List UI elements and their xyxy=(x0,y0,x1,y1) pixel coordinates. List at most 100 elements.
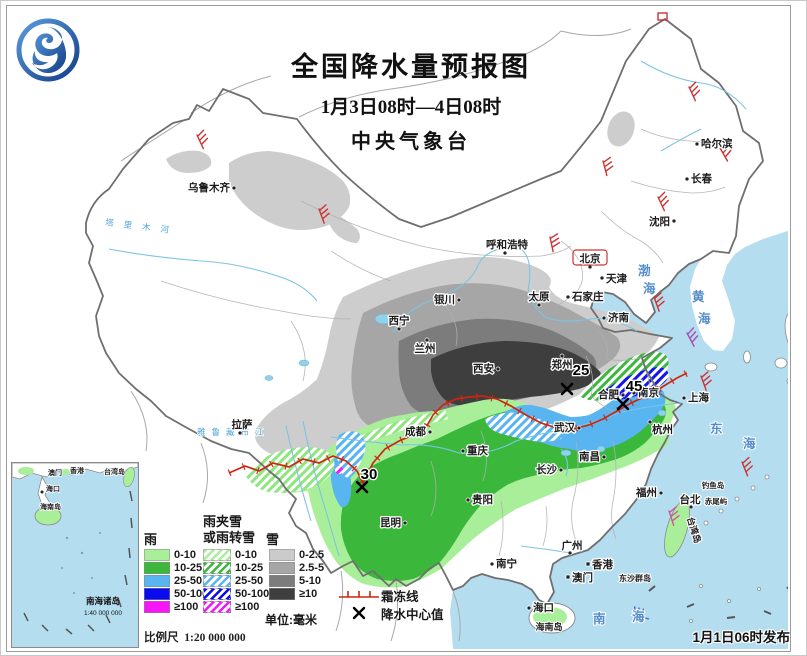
south-china-sea-inset: 澳门 香港 台湾岛 海口 海南岛 南海诸岛 1:40 000 000 xyxy=(11,462,139,648)
svg-text:雅鲁藏布江: 雅鲁藏布江 xyxy=(197,427,270,437)
sleet-legend-header-1: 雨夹雪 xyxy=(203,514,243,529)
svg-text:海南岛: 海南岛 xyxy=(535,621,562,632)
inset-scale: 1:40 000 000 xyxy=(84,610,122,617)
svg-text:郑州: 郑州 xyxy=(552,358,573,371)
legend-row: 25-50 xyxy=(203,575,263,587)
legend-row: 0-2.5 xyxy=(269,549,324,561)
swatch-sleet-2 xyxy=(203,562,231,574)
svg-text:钓鱼岛: 钓鱼岛 xyxy=(702,480,725,490)
agency-name: 中央气象台 xyxy=(351,131,471,153)
svg-text:成都: 成都 xyxy=(405,425,426,438)
svg-text:石家庄: 石家庄 xyxy=(571,290,604,303)
svg-text:乌鲁木齐: 乌鲁木齐 xyxy=(188,181,230,194)
svg-text:广州: 广州 xyxy=(562,539,583,552)
svg-text:哈尔滨: 哈尔滨 xyxy=(701,137,733,150)
foreign-borders xyxy=(120,28,632,642)
legend-row: 50-100 xyxy=(203,588,269,600)
swatch-sleet-4 xyxy=(203,588,231,600)
page-title: 全国降水量预报图 xyxy=(291,52,531,82)
forecast-period: 1月3日08时—4日08时 xyxy=(320,97,502,118)
release-time: 1月1日06时发布 xyxy=(692,630,790,645)
swatch-snow-2 xyxy=(269,562,295,574)
lakes xyxy=(264,313,667,457)
svg-text:兰州: 兰州 xyxy=(415,342,436,355)
svg-text:南京: 南京 xyxy=(638,386,659,399)
rain-legend-header: 雨 xyxy=(144,532,158,547)
svg-text:海: 海 xyxy=(698,311,711,326)
svg-text:拉萨: 拉萨 xyxy=(232,418,253,431)
svg-text:南宁: 南宁 xyxy=(496,557,517,570)
legend-row: ≥10 xyxy=(269,588,317,600)
precip-centers: 30 25 45 xyxy=(355,361,644,494)
svg-text:西安: 西安 xyxy=(473,362,494,375)
svg-text:海: 海 xyxy=(632,609,645,624)
svg-text:北京: 北京 xyxy=(580,252,601,265)
swatch-snow-1 xyxy=(269,549,295,561)
svg-text:济南: 济南 xyxy=(608,311,629,324)
unit-label: 单位:毫米 xyxy=(265,613,317,627)
beijing-box xyxy=(572,249,608,266)
frost-line xyxy=(227,369,689,491)
svg-text:海: 海 xyxy=(743,436,756,451)
svg-text:澳门: 澳门 xyxy=(48,468,62,477)
svg-text:海南岛: 海南岛 xyxy=(40,502,61,511)
cma-logo-icon xyxy=(16,18,80,82)
legend-row: 0-10 xyxy=(144,549,196,561)
legend-row: ≥100 xyxy=(144,601,198,613)
sleet-hatch-zones xyxy=(245,352,669,493)
sea xyxy=(450,230,788,649)
swatch-rain-3 xyxy=(144,575,170,587)
svg-text:南昌: 南昌 xyxy=(579,450,600,463)
svg-text:长春: 长春 xyxy=(691,172,712,185)
swatch-snow-3 xyxy=(269,575,295,587)
svg-text:黄: 黄 xyxy=(692,289,705,304)
legend-row: ≥100 xyxy=(203,601,259,613)
svg-text:沈阳: 沈阳 xyxy=(649,215,670,228)
svg-text:西宁: 西宁 xyxy=(389,314,410,327)
svg-text:台湾岛: 台湾岛 xyxy=(104,467,125,476)
swatch-sleet-3 xyxy=(203,575,231,587)
sea-labels: 渤 海 黄 海 东 海 南 海 xyxy=(592,262,757,627)
svg-text:南: 南 xyxy=(593,611,606,626)
swatch-rain-4 xyxy=(144,588,170,600)
svg-text:长沙: 长沙 xyxy=(536,463,557,476)
svg-text:东沙群岛: 东沙群岛 xyxy=(619,573,651,583)
svg-text:海口: 海口 xyxy=(533,601,554,614)
svg-text:贵阳: 贵阳 xyxy=(472,493,493,506)
nine-dash-line xyxy=(648,585,788,619)
svg-text:香港: 香港 xyxy=(591,558,613,571)
precip-legend: 雨 雨夹雪 或雨转雪 雪 0-10 10-25 25-50 50-100 ≥10… xyxy=(141,505,341,650)
inset-title: 南海诸岛 xyxy=(86,596,120,606)
swatch-snow-4 xyxy=(269,588,295,600)
svg-text:昆明: 昆明 xyxy=(380,517,401,529)
province-borders xyxy=(160,128,728,557)
legend-row: 50-100 xyxy=(144,588,208,600)
frost-line-icon xyxy=(337,588,381,602)
svg-text:呼和浩特: 呼和浩特 xyxy=(486,238,528,251)
svg-text:福州: 福州 xyxy=(635,486,657,499)
legend-row: 25-50 xyxy=(144,575,202,587)
swatch-sleet-5 xyxy=(203,601,231,613)
title-block: 全国降水量预报图 1月3日08时—4日08时 中央气象台 xyxy=(256,45,566,154)
foreign-islands xyxy=(689,310,788,623)
svg-text:武汉: 武汉 xyxy=(554,421,575,434)
snow-legend-header: 雪 xyxy=(266,532,280,547)
svg-text:东: 东 xyxy=(710,421,723,436)
swatch-sleet-1 xyxy=(203,549,231,561)
svg-text:太原: 太原 xyxy=(528,290,550,303)
legend-row: 2.5-5 xyxy=(269,562,324,574)
inset-islands xyxy=(61,532,101,594)
swatch-rain-5 xyxy=(144,601,170,613)
svg-text:银川: 银川 xyxy=(434,293,455,306)
china-border xyxy=(85,18,764,605)
svg-text:重庆: 重庆 xyxy=(467,444,488,457)
svg-text:25: 25 xyxy=(573,362,590,379)
swatch-rain-2 xyxy=(144,562,170,574)
svg-text:台北: 台北 xyxy=(680,493,701,506)
swatch-rain-1 xyxy=(144,549,170,561)
svg-text:赤尾屿: 赤尾屿 xyxy=(705,496,728,506)
svg-text:澳门: 澳门 xyxy=(572,571,593,584)
station-marker xyxy=(657,12,668,21)
svg-text:海: 海 xyxy=(643,281,656,296)
svg-text:海口: 海口 xyxy=(46,484,60,493)
